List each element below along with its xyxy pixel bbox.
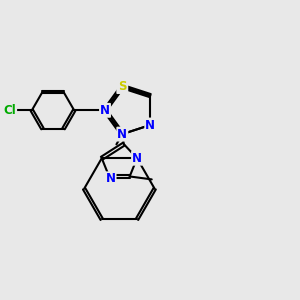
Text: N: N <box>106 172 116 185</box>
Text: N: N <box>145 118 155 131</box>
Text: Cl: Cl <box>3 104 16 117</box>
Text: N: N <box>100 104 110 117</box>
Text: N: N <box>117 128 127 141</box>
Text: N: N <box>132 152 142 165</box>
Text: N: N <box>117 80 127 93</box>
Text: S: S <box>118 80 127 93</box>
